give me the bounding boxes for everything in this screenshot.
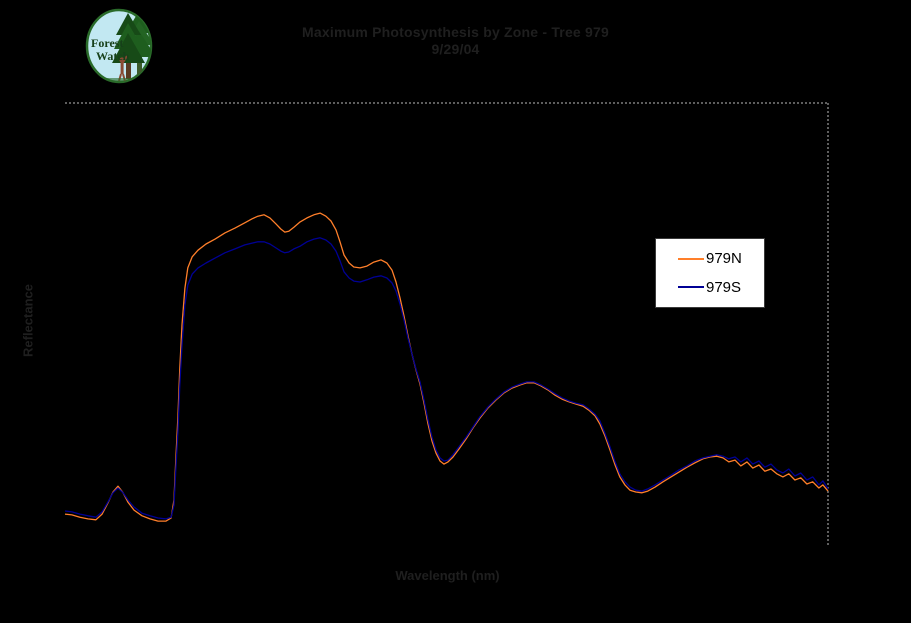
legend-line-sample-979s [678,286,704,289]
legend-line-sample-979n [678,257,704,260]
legend-label-979n: 979N [706,250,742,268]
logo-text-watch: Watch [96,49,130,63]
chart-title-line1: Maximum Photosynthesis by Zone - Tree 97… [302,24,609,40]
legend-entry-979n: 979N [656,250,764,267]
series-line-979s [64,237,829,520]
data-series-group [64,212,829,522]
chart-title-line2: 9/29/04 [431,41,480,57]
chart-title: Maximum Photosynthesis by Zone - Tree 97… [0,24,911,58]
logo-text-forest: Forest [91,36,123,50]
forest-watch-logo: Forest Watch [85,8,153,84]
chart-legend: 979N 979S [655,238,765,308]
y-axis-label: Reflectance [20,284,36,357]
legend-entry-979s: 979S [656,279,764,296]
x-axis-label: Wavelength (nm) [395,568,500,583]
series-line-979n [64,212,829,522]
pine-tree-icon [112,11,151,82]
legend-label-979s: 979S [706,278,742,296]
